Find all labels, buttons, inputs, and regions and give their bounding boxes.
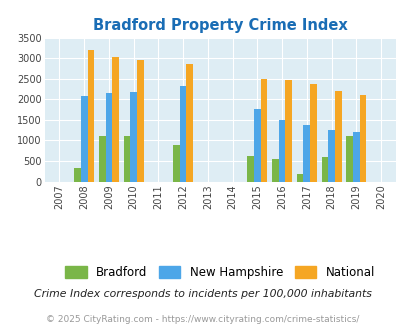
Legend: Bradford, New Hampshire, National: Bradford, New Hampshire, National [62,262,378,282]
Bar [327,130,334,182]
Bar [334,91,341,182]
Bar [124,136,130,182]
Bar [247,156,254,182]
Bar [296,174,303,182]
Bar [285,80,291,182]
Bar [87,50,94,182]
Bar [130,92,137,182]
Bar [321,157,327,182]
Bar [179,86,186,182]
Bar [303,125,309,182]
Bar [278,119,285,182]
Bar [105,93,112,182]
Bar [254,109,260,182]
Text: Crime Index corresponds to incidents per 100,000 inhabitants: Crime Index corresponds to incidents per… [34,289,371,299]
Bar [112,57,119,182]
Bar [99,136,105,182]
Bar [271,158,278,182]
Bar [81,96,87,182]
Bar [74,168,81,182]
Bar [260,79,267,182]
Text: © 2025 CityRating.com - https://www.cityrating.com/crime-statistics/: © 2025 CityRating.com - https://www.city… [46,315,359,324]
Bar [137,60,143,182]
Bar [173,145,179,182]
Bar [352,132,359,182]
Title: Bradford Property Crime Index: Bradford Property Crime Index [93,17,347,33]
Bar [309,84,316,182]
Bar [359,95,365,182]
Bar [186,64,193,182]
Bar [345,136,352,182]
